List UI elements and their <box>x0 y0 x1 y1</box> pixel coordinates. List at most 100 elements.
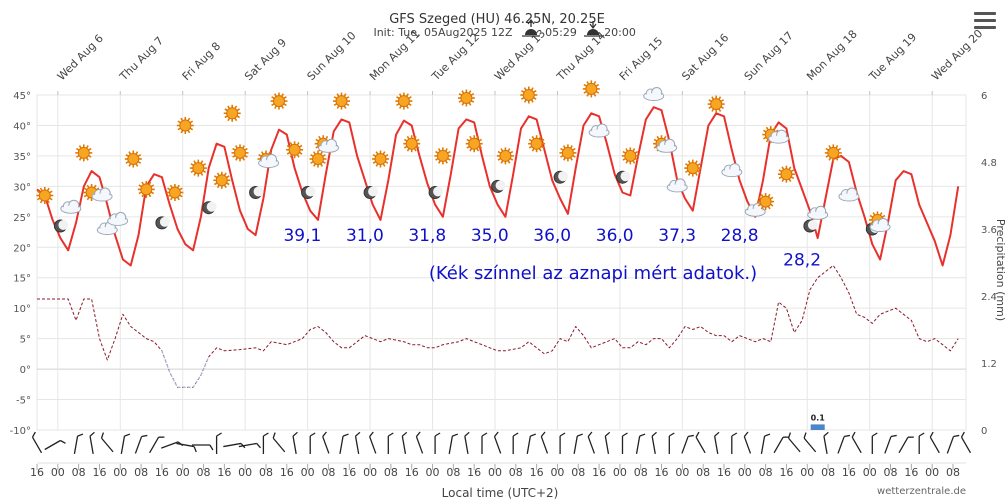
sun-ray <box>528 145 533 149</box>
hour-tick-label: 00 <box>301 466 315 479</box>
sun-ray <box>88 154 92 158</box>
y-left-tick-label: -10° <box>10 426 31 437</box>
sun-ray <box>244 154 248 158</box>
sun-ray <box>223 172 227 176</box>
sun-ray <box>315 138 319 142</box>
wind-barb <box>559 432 566 454</box>
sun-ray <box>408 103 412 106</box>
sun-ray <box>236 108 240 112</box>
sun-ray <box>445 160 448 164</box>
hour-tick-label: 08 <box>759 466 773 479</box>
sun-ray <box>180 117 184 122</box>
sun-ray <box>336 105 340 109</box>
cloud-fill <box>722 169 741 177</box>
sun-ray <box>227 117 231 122</box>
sun-ray <box>711 108 715 112</box>
wind-barb <box>481 432 488 454</box>
hour-tick-label: 00 <box>363 466 377 479</box>
hour-tick-label: 16 <box>779 466 793 479</box>
sun-ray <box>193 172 197 176</box>
sun-ray <box>318 135 322 140</box>
sun-ray <box>778 176 782 180</box>
wind-barb-flag <box>60 439 66 444</box>
sun-ray <box>37 197 41 201</box>
sun-ray <box>478 138 482 142</box>
sun-ray <box>177 127 181 131</box>
sun-ray <box>521 97 525 100</box>
sun-ray <box>190 163 194 166</box>
sun-ray <box>470 100 475 103</box>
wind-barb <box>215 432 222 454</box>
sun-ray <box>469 148 473 152</box>
sun-ray <box>187 117 191 122</box>
sun-ray <box>372 161 377 164</box>
sun-ray <box>778 169 782 173</box>
wind-barb <box>322 431 330 454</box>
sun-ray <box>235 157 238 161</box>
wind-barb-staff <box>635 436 641 454</box>
y-right-tick-label: 4.8 <box>981 158 997 169</box>
sun-ray <box>177 184 180 189</box>
sun-ray <box>244 147 248 151</box>
wind-barb-flag <box>89 431 95 437</box>
wind-barb-staff <box>540 436 549 454</box>
cloud-fill <box>871 224 890 231</box>
sun-ray <box>476 148 480 152</box>
hour-tick-label: 00 <box>800 466 814 479</box>
cloud-icon <box>721 163 743 178</box>
menu-icon[interactable] <box>974 12 996 30</box>
sun-ray <box>274 105 277 109</box>
wind-barb <box>743 431 752 454</box>
sun-ray <box>281 93 284 97</box>
hour-tick-label: 16 <box>717 466 731 479</box>
sun-ray <box>837 147 842 151</box>
wind-barb-staff <box>448 436 454 454</box>
sun-ray <box>86 184 90 189</box>
wind-barb-flag <box>272 432 276 439</box>
sun-ray <box>869 214 874 218</box>
hour-tick-label: 16 <box>655 466 669 479</box>
hour-tick-label: 08 <box>946 466 960 479</box>
wind-barb <box>587 431 595 454</box>
cloud-fill <box>657 144 676 152</box>
moon-cut <box>159 216 170 227</box>
measured-value-label: 28,8 <box>721 226 759 246</box>
sun-ray <box>242 145 245 149</box>
wind-barb-flag <box>559 432 566 437</box>
hour-tick-label: 16 <box>530 466 544 479</box>
sun-ray <box>202 170 207 173</box>
hour-tick-label: 00 <box>550 466 564 479</box>
sun-ray <box>718 96 722 100</box>
wind-barb-staff <box>604 436 610 454</box>
hour-tick-label: 16 <box>342 466 356 479</box>
sun-ray <box>772 126 776 131</box>
wind-barb <box>31 431 43 454</box>
sun-ray <box>634 157 639 161</box>
sun-ray <box>76 147 80 151</box>
sun-disc <box>215 174 228 187</box>
sun-ray <box>83 194 88 198</box>
sun-ray <box>384 154 389 157</box>
sun-ray <box>507 148 511 152</box>
sun-disc <box>686 162 699 175</box>
sun-ray <box>408 96 412 99</box>
sun-ray <box>343 93 347 97</box>
wind-barb-staff <box>272 437 286 453</box>
sun-ray <box>663 135 667 140</box>
sun-ray <box>39 199 43 204</box>
sun-ray <box>296 142 300 146</box>
sun-ray <box>461 90 465 94</box>
wind-barb-flag <box>577 433 583 437</box>
wind-barb-flag <box>731 432 738 437</box>
moon-cut <box>253 186 264 197</box>
wind-barb <box>960 431 972 454</box>
hour-tick-label: 08 <box>259 466 273 479</box>
sun-ray <box>622 150 626 154</box>
moon-cut <box>368 186 379 197</box>
wind-barb-flag <box>587 431 593 437</box>
hour-tick-label: 16 <box>592 466 606 479</box>
sun-ray <box>169 184 173 189</box>
hour-tick-label: 00 <box>176 466 190 479</box>
sun-icon <box>395 92 413 110</box>
sun-ray <box>224 115 228 119</box>
